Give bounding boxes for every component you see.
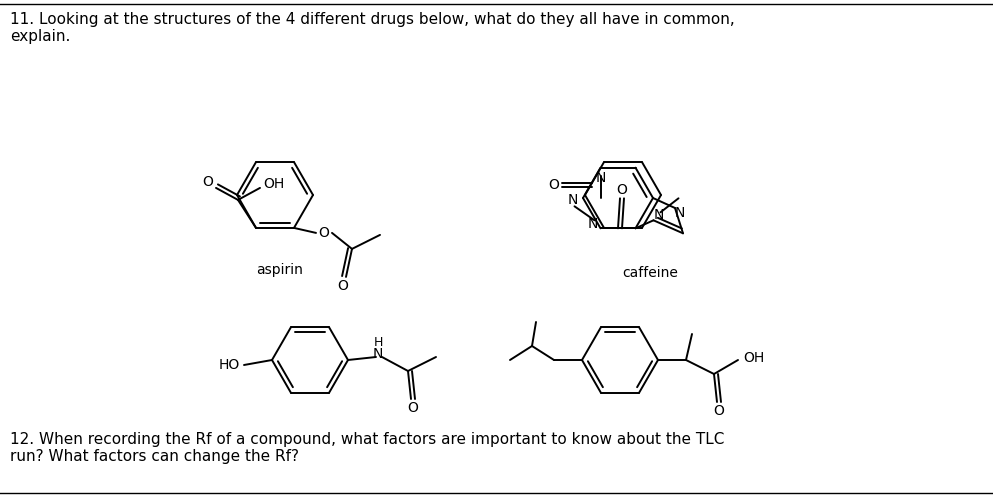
Text: O: O bbox=[319, 226, 330, 240]
Text: OH: OH bbox=[263, 177, 285, 191]
Text: N: N bbox=[568, 193, 578, 207]
Text: O: O bbox=[338, 279, 349, 293]
Text: 12. When recording the Rf of a compound, what factors are important to know abou: 12. When recording the Rf of a compound,… bbox=[10, 432, 724, 464]
Text: OH: OH bbox=[744, 351, 765, 365]
Text: O: O bbox=[617, 184, 628, 197]
Text: O: O bbox=[407, 401, 418, 415]
Text: caffeine: caffeine bbox=[622, 266, 678, 280]
Text: HO: HO bbox=[218, 358, 239, 372]
Text: 11. Looking at the structures of the 4 different drugs below, what do they all h: 11. Looking at the structures of the 4 d… bbox=[10, 12, 735, 45]
Text: N: N bbox=[675, 206, 685, 220]
Text: O: O bbox=[548, 178, 559, 192]
Text: N: N bbox=[587, 217, 598, 231]
Text: aspirin: aspirin bbox=[256, 263, 304, 277]
Text: N: N bbox=[596, 171, 606, 185]
Text: N: N bbox=[653, 208, 663, 222]
Text: O: O bbox=[203, 175, 213, 189]
Text: N: N bbox=[372, 347, 383, 361]
Text: H: H bbox=[373, 336, 382, 350]
Text: O: O bbox=[714, 404, 725, 418]
